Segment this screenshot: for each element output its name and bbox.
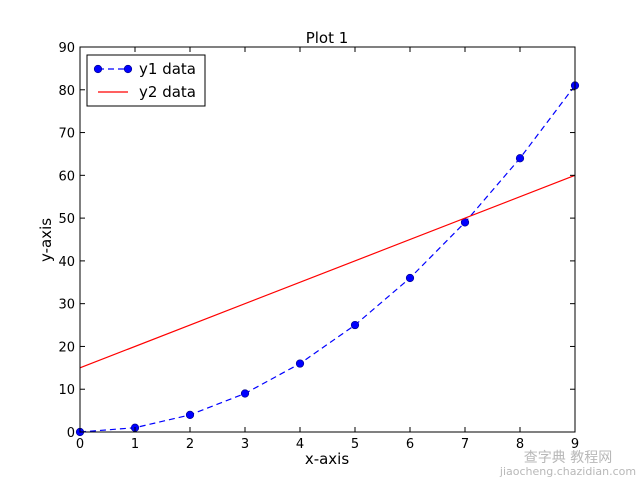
x-tick-label-8: 8 [516,437,524,452]
y-axis-label: y-axis [37,218,55,262]
x-tick-label-9: 9 [571,437,579,452]
y-tick-label-7: 70 [58,127,75,142]
legend-y1-marker-left [93,64,103,74]
series-line-2 [79,174,576,369]
y-tick-label-4: 40 [58,255,75,270]
plot-frame [79,46,576,433]
y-tick-label-5: 50 [58,212,75,227]
legend-box [86,54,206,107]
series-line-1 [79,85,576,433]
plot-area [80,47,575,432]
y-tick-label-8: 80 [58,84,75,99]
x-tick-label-7: 7 [461,437,469,452]
series-layer [75,81,580,437]
y-tick-label-0: 0 [67,426,75,441]
x-tick-label-1: 1 [131,437,139,452]
x-tick-label-2: 2 [186,437,194,452]
x-axis-label: x-axis [305,450,350,468]
watermark-line2: jiaocheng.chazidian.com [499,465,636,478]
series-1-point-4 [295,359,305,368]
series-1-point-2 [185,410,195,419]
series-1-point-6 [405,273,415,283]
y-tick-label-9: 90 [58,41,75,56]
legend-y1-label: y1 data [139,60,196,78]
y-tick-label-6: 60 [58,169,75,184]
watermark-line1: 查字典 教程网 [524,450,612,466]
x-tick-label-0: 0 [76,437,84,452]
series-1-point-5 [350,320,360,330]
x-tick-label-3: 3 [241,437,249,452]
legend-y2-label: y2 data [139,83,196,101]
x-tick-label-6: 6 [406,437,414,452]
series-1-point-8 [515,154,525,163]
legend: y1 data y2 data [86,54,206,107]
x-tick-label-5: 5 [351,437,359,452]
chart-title: Plot 1 [306,29,349,47]
y-tick-label-1: 10 [58,383,75,398]
legend-y1-marker-right [123,64,133,74]
watermark: 查字典 教程网 jiaocheng.chazidian.com [499,450,636,478]
x-tick-label-4: 4 [296,437,304,452]
y-tick-label-2: 20 [58,340,75,355]
y-tick-label-3: 30 [58,298,75,313]
series-1-point-3 [240,389,250,398]
